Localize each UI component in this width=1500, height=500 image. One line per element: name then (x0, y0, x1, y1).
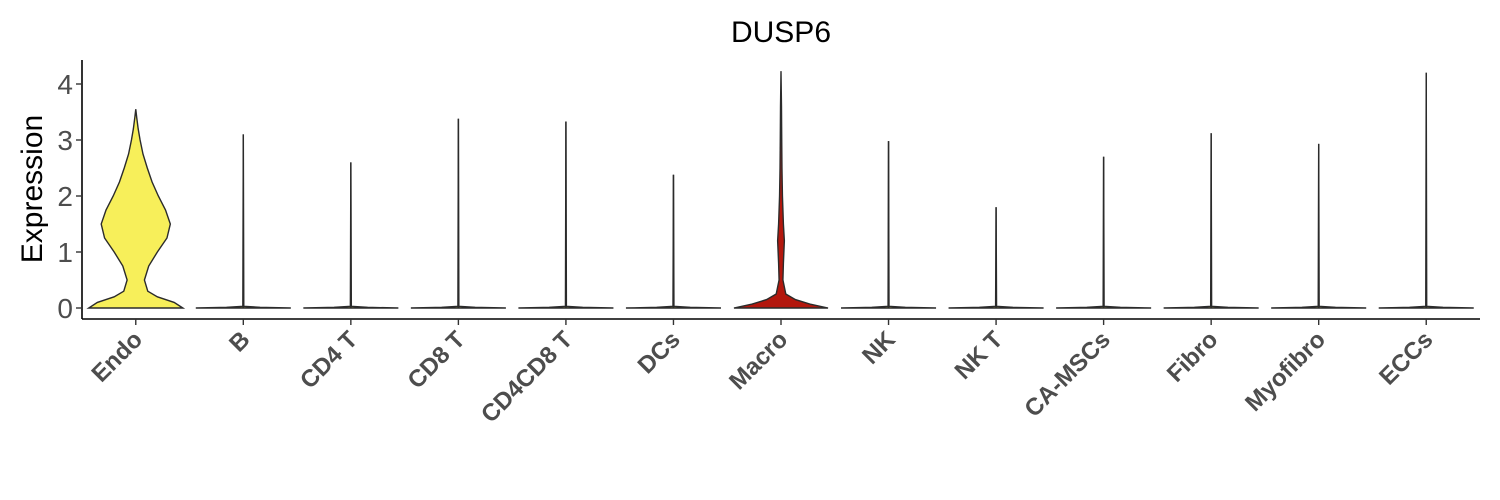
y-tick-label: 0 (57, 293, 73, 324)
x-tick-label: NK (857, 326, 901, 370)
y-tick-label: 2 (57, 181, 73, 212)
x-axis: Endo B CD4 T CD8 T CD4CD8 T DCs Macro NK NK T CA-… (82, 318, 1480, 428)
x-tick-label: CD4 T (295, 326, 363, 394)
x-tick-label: ECCs (1374, 326, 1438, 390)
x-tick-label: Endo (86, 326, 148, 388)
chart-title: DUSP6 (731, 16, 831, 49)
y-tick-label: 3 (57, 125, 73, 156)
violins-group (86, 71, 1474, 309)
y-axis: 0 1 2 3 4 (57, 60, 83, 324)
y-tick-label: 4 (57, 69, 73, 100)
x-tick-label: Fibro (1162, 326, 1224, 388)
x-tick-label: DCs (633, 326, 686, 379)
violin-endo (86, 109, 186, 309)
x-tick-label: CD4CD8 T (476, 326, 578, 428)
x-tick-label: CD8 T (403, 326, 471, 394)
y-tick-label: 1 (57, 237, 73, 268)
x-tick-label: Macro (724, 326, 793, 395)
x-tick-label: CA-MSCs (1019, 326, 1115, 422)
y-axis-label: Expression (16, 115, 49, 263)
x-tick-label: NK T (950, 326, 1009, 385)
x-tick-label: Myofibro (1240, 326, 1331, 417)
x-tick-label: B (224, 326, 255, 357)
violin-macro (733, 71, 829, 309)
